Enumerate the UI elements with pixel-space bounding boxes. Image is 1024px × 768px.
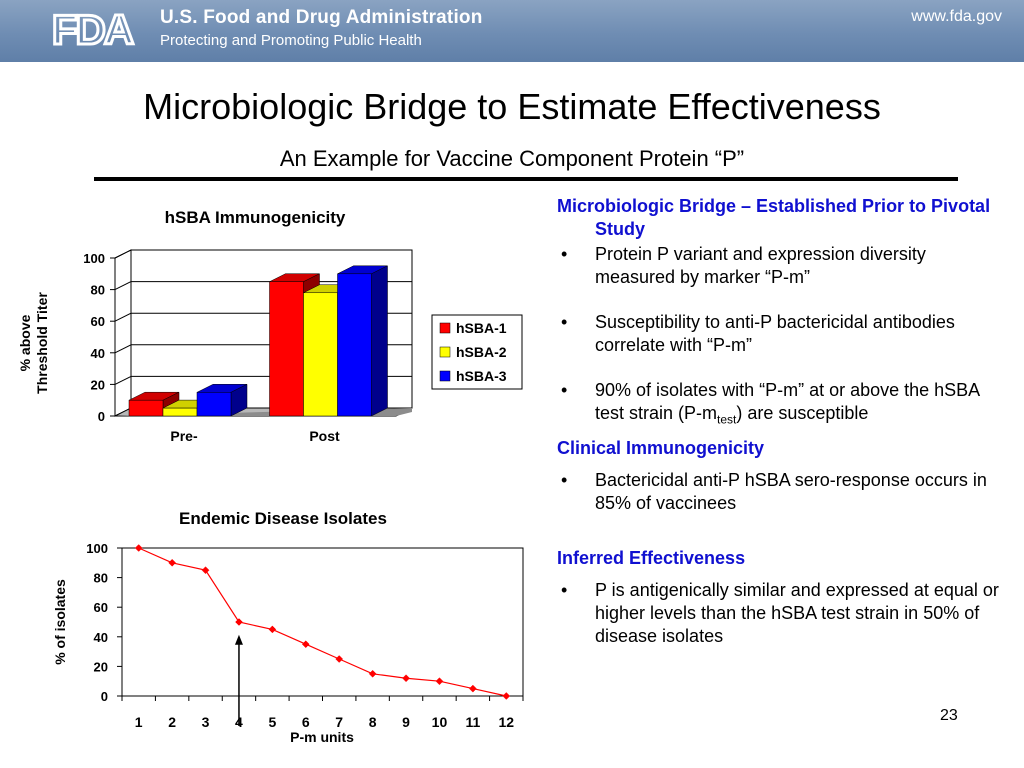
line-chart-ytick-label: 100 <box>86 541 108 556</box>
line-chart-xlabel: P-m units <box>290 729 354 745</box>
bar-hsba-3-pre <box>196 392 232 417</box>
bar-chart-ytick-label: 40 <box>91 346 105 361</box>
bar-chart-xtick-label: Post <box>309 428 340 444</box>
legend-label: hSBA-1 <box>456 320 507 336</box>
section-heading-clinical-immunogenicity: Clinical Immunogenicity <box>557 437 765 458</box>
line-chart-xtick-label: 3 <box>202 714 210 730</box>
line-chart-ytick-label: 0 <box>101 689 108 704</box>
line-chart-xtick-label: 10 <box>432 714 448 730</box>
bar-chart-ytick-label: 100 <box>83 251 105 266</box>
bullet-icon: • <box>561 579 568 600</box>
bullet-text: P is antigenically similar and expressed… <box>595 579 999 646</box>
agency-name: U.S. Food and Drug Administration <box>160 7 483 28</box>
line-chart-xtick-label: 2 <box>168 714 176 730</box>
bullet-sero-response: • Bactericidal anti-P hSBA sero-response… <box>557 469 1002 515</box>
page-number: 23 <box>940 707 958 724</box>
fda-header-banner: FDA U.S. Food and Drug Administration Pr… <box>0 0 1024 62</box>
bar-chart-title: hSBA Immunogenicity <box>165 208 346 227</box>
bar-chart-gridline <box>114 312 132 322</box>
line-chart-point <box>335 655 344 663</box>
bar-chart-gridline <box>114 344 132 354</box>
line-chart-ytick-label: 40 <box>94 630 108 645</box>
bullet-antigenic-similarity: • P is antigenically similar and express… <box>557 579 1002 648</box>
bar-chart-ylabel-line1: % above <box>17 314 33 371</box>
legend-swatch <box>439 370 451 382</box>
line-chart-point <box>402 674 410 683</box>
bar-chart-gridline <box>114 375 132 385</box>
bullet-text: Protein P variant and expression diversi… <box>595 244 926 287</box>
bar-chart-ytick-label: 20 <box>91 377 105 392</box>
bullet-text-end: ) are susceptible <box>736 403 869 423</box>
line-chart-point <box>134 544 143 552</box>
bullet-icon: • <box>561 312 568 332</box>
bar-chart-legend: hSBA-1 hSBA-2 hSBA-3 <box>431 314 523 390</box>
bullet-subscript: test <box>717 412 737 427</box>
line-chart-xtick-label: 1 <box>135 714 143 730</box>
line-chart-xtick-label: 11 <box>465 714 480 730</box>
line-chart-series-line <box>138 547 507 697</box>
line-chart-point <box>301 640 310 649</box>
line-chart-point <box>235 618 243 626</box>
bullet-susceptibility: • Susceptibility to anti-P bactericidal … <box>557 311 1002 357</box>
line-chart-point <box>168 558 176 567</box>
line-chart-point <box>368 669 377 678</box>
line-chart-ytick-label: 20 <box>94 659 108 674</box>
right-text-panel: Microbiologic Bridge – Established Prior… <box>557 195 1002 648</box>
bar-chart-ytick-label: 60 <box>91 314 105 329</box>
slide-subtitle: An Example for Vaccine Component Protein… <box>279 146 745 171</box>
line-chart-ylabel: % of isolates <box>52 579 68 665</box>
hsba-immunogenicity-chart: hSBA Immunogenicity % above Threshold Ti… <box>17 208 523 444</box>
bar-chart-ylabel-line2: Threshold Titer <box>34 292 50 394</box>
bullet-text: Susceptibility to anti-P bactericidal an… <box>595 312 955 355</box>
line-chart-ytick-label: 80 <box>94 571 108 586</box>
agency-tagline: Protecting and Promoting Public Health <box>160 32 422 49</box>
line-chart-xtick-label: 12 <box>499 714 515 730</box>
bar-chart-ytick-label: 0 <box>98 409 105 424</box>
site-url-link[interactable]: www.fda.gov <box>911 8 1002 25</box>
line-chart-xtick-label: 5 <box>268 714 276 730</box>
bullet-icon: • <box>561 469 568 490</box>
fda-logo-text: FDA <box>52 6 134 52</box>
bar-hsba-3-post <box>337 273 372 417</box>
section-heading-microbiologic-bridge: Microbiologic Bridge – Established Prior… <box>557 196 991 239</box>
endemic-disease-isolates-chart: Endemic Disease Isolates % of isolates P… <box>52 509 524 745</box>
bullet-protein-variant: • Protein P variant and expression diver… <box>557 243 1002 289</box>
line-chart-point <box>469 684 477 693</box>
legend-swatch <box>439 346 451 358</box>
line-chart-point <box>201 566 210 575</box>
bullet-text: 90% of isolates with “P-m” at or above t… <box>595 380 980 423</box>
slide-title: Microbiologic Bridge to Estimate Effecti… <box>143 86 881 127</box>
fda-logo-icon: FDA <box>50 6 137 52</box>
bar-chart-ylabel: % above Threshold Titer <box>17 292 50 394</box>
bullet-text: Bactericidal anti-P hSBA sero-response o… <box>595 469 987 513</box>
bullet-icon: • <box>561 380 568 400</box>
bullet-isolates-susceptible: • 90% of isolates with “P-m” at or above… <box>557 379 1002 432</box>
line-chart-point <box>268 625 277 634</box>
bar-hsba-1-post <box>269 281 304 417</box>
annotation-arrow-head <box>234 634 243 645</box>
bar-chart-gridline <box>114 249 132 259</box>
line-chart-ytick-label: 60 <box>94 600 108 615</box>
legend-label: hSBA-3 <box>456 368 507 384</box>
line-chart-xtick-label: 8 <box>369 714 377 730</box>
bar-chart-gridline <box>114 281 132 291</box>
line-chart-xtick-label: 7 <box>335 714 343 730</box>
legend-label: hSBA-2 <box>456 344 507 360</box>
line-chart-point <box>502 692 511 700</box>
bullet-icon: • <box>561 244 568 264</box>
line-chart-xtick-label: 9 <box>402 714 410 730</box>
bar-chart-ytick-label: 80 <box>91 283 105 298</box>
legend-swatch <box>439 322 451 334</box>
section-heading-inferred-effectiveness: Inferred Effectiveness <box>557 547 746 568</box>
line-chart-title: Endemic Disease Isolates <box>179 509 387 528</box>
bar-hsba-2-post <box>303 292 338 417</box>
line-chart-plot-area <box>121 547 524 697</box>
title-divider <box>94 177 958 181</box>
line-chart-point <box>435 677 444 686</box>
line-chart-xtick-label: 6 <box>302 714 310 730</box>
bar-chart-xtick-label: Pre- <box>170 428 198 444</box>
